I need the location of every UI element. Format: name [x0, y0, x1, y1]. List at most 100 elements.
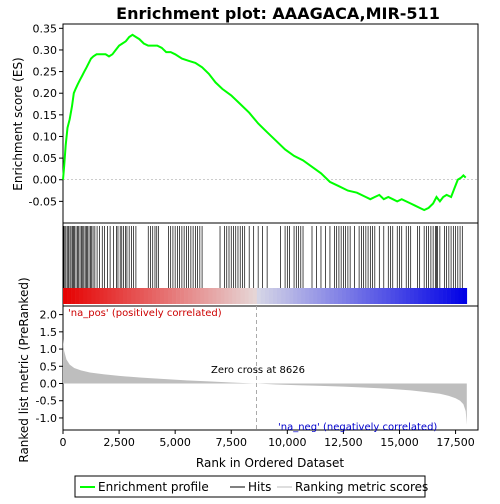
- metric-y-axis-label: Ranked list metric (PreRanked): [17, 277, 31, 462]
- metric-y-axis: -1.0 -0.5 0.0 0.5 1.0 1.5 2.0: [36, 309, 63, 425]
- rank-bar-segment: [79, 288, 84, 304]
- rank-bar-segment: [386, 288, 391, 304]
- rank-bar-segment: [103, 288, 108, 304]
- rank-bar-segment: [305, 288, 310, 304]
- rank-bar-segment: [71, 288, 76, 304]
- rank-bar-segment: [212, 288, 217, 304]
- x-tick-label: 0: [60, 436, 67, 449]
- legend-label-profile: Enrichment profile: [98, 480, 209, 494]
- rank-bar-segment: [406, 288, 411, 304]
- rank-bar-segment: [216, 288, 221, 304]
- rank-bar-segment: [256, 288, 262, 304]
- es-y-tick-label: 0.25: [33, 66, 58, 79]
- metric-y-tick-label: 0.5: [40, 360, 58, 373]
- rank-bar-segment: [115, 288, 120, 304]
- rank-bar-segment: [357, 288, 363, 304]
- rank-bar-segment: [285, 288, 290, 304]
- rank-bar-segment: [244, 288, 250, 304]
- rank-bar-segment: [373, 288, 379, 304]
- es-y-tick-label: 0.10: [33, 130, 58, 143]
- rank-bar-segment: [220, 288, 225, 304]
- rank-bar-segment: [75, 288, 80, 304]
- x-tick-label: 15,000: [380, 436, 419, 449]
- rank-bar-segment: [63, 288, 68, 304]
- rank-bar-segment: [301, 288, 306, 304]
- rank-bar-segment: [91, 288, 96, 304]
- rank-bar-segment: [167, 288, 173, 304]
- metric-y-tick-label: 1.5: [40, 326, 58, 339]
- x-axis-label: Rank in Ordered Dataset: [196, 456, 344, 470]
- rank-bar-segment: [99, 288, 104, 304]
- rank-bar-segment: [155, 288, 161, 304]
- rank-bar-segment: [228, 288, 233, 304]
- hit-markers: [63, 226, 463, 288]
- rank-bar-segment: [260, 288, 266, 304]
- rank-bar-segment: [454, 288, 460, 304]
- rank-bar-segment: [442, 288, 447, 304]
- rank-bar-segment: [309, 288, 314, 304]
- es-y-tick-label: 0.05: [33, 152, 58, 165]
- rank-bar-segment: [127, 288, 132, 304]
- es-panel: -0.05 0.00 0.05 0.10 0.15 0.20 0.25 0.30 0.35 En…: [11, 22, 479, 224]
- rank-bar-segment: [208, 288, 213, 304]
- rank-bar-segment: [369, 288, 375, 304]
- rank-bar-segment: [398, 288, 403, 304]
- rank-bar-segment: [438, 288, 443, 304]
- es-plot-frame: [62, 23, 479, 224]
- rank-bar-segment: [329, 288, 334, 304]
- legend-label-metric: Ranking metric scores: [295, 480, 428, 494]
- rank-bar-segment: [390, 288, 395, 304]
- rank-bar-segment: [426, 288, 431, 304]
- hits-panel: [62, 222, 479, 307]
- rank-bar-segment: [83, 288, 88, 304]
- es-y-tick-label: 0.00: [33, 174, 58, 187]
- rank-bar-segment: [414, 288, 419, 304]
- rank-bar-segment: [313, 288, 318, 304]
- rank-bar-segment: [172, 288, 177, 304]
- chart-title: Enrichment plot: AAAGACA,MIR-511: [116, 4, 440, 23]
- rank-bar-segment: [224, 288, 229, 304]
- x-tick-label: 7,500: [215, 436, 247, 449]
- x-tick-label: 10,000: [268, 436, 307, 449]
- rank-bar-segment: [204, 288, 209, 304]
- rank-bar-segment: [281, 288, 286, 304]
- x-tick-label: 2,500: [103, 436, 135, 449]
- rank-bar-segment: [264, 288, 270, 304]
- rank-bar-segment: [289, 288, 294, 304]
- rank-bar-segment: [119, 288, 124, 304]
- rank-bar-segment: [184, 288, 189, 304]
- rank-bar-segment: [123, 288, 128, 304]
- rank-bar-segment: [317, 288, 322, 304]
- enrichment-profile-line: [62, 33, 467, 212]
- rank-bar-segment: [377, 288, 383, 304]
- rank-bar-segment: [87, 288, 92, 304]
- negative-correlation-label: 'na_neg' (negatively correlated): [278, 422, 437, 433]
- rank-bar-segment: [410, 288, 415, 304]
- rank-bar-segment: [277, 288, 282, 304]
- rank-bar-segment: [402, 288, 407, 304]
- rank-bar-segment: [200, 288, 205, 304]
- metric-panel: -1.0 -0.5 0.0 0.5 1.0 1.5 2.0 0 2,500 5,000 7,500…: [17, 277, 479, 470]
- rank-bar-segment: [394, 288, 399, 304]
- rank-bar-segment: [176, 288, 181, 304]
- metric-x-axis: 0 2,500 5,000 7,500 10,000 12,500 15,000 17,500: [60, 430, 475, 449]
- ranking-metric-area: [63, 338, 467, 425]
- rank-bar-segment: [135, 288, 141, 304]
- rank-bar-segment: [353, 288, 359, 304]
- metric-y-tick-label: 0.0: [40, 378, 58, 391]
- rank-bar-segment: [107, 288, 112, 304]
- rank-bar-segment: [418, 288, 423, 304]
- rank-bar-segment: [139, 288, 145, 304]
- rank-bar-segment: [321, 288, 326, 304]
- rank-bar-segment: [365, 288, 371, 304]
- rank-bar-segment: [236, 288, 241, 304]
- rank-bar-segment: [333, 288, 338, 304]
- metric-y-tick-label: -0.5: [36, 395, 57, 408]
- metric-y-tick-label: -1.0: [36, 412, 57, 425]
- es-y-tick-label: 0.15: [33, 109, 58, 122]
- x-tick-label: 17,500: [436, 436, 475, 449]
- rank-bar-segment: [67, 288, 72, 304]
- x-tick-label: 12,500: [324, 436, 363, 449]
